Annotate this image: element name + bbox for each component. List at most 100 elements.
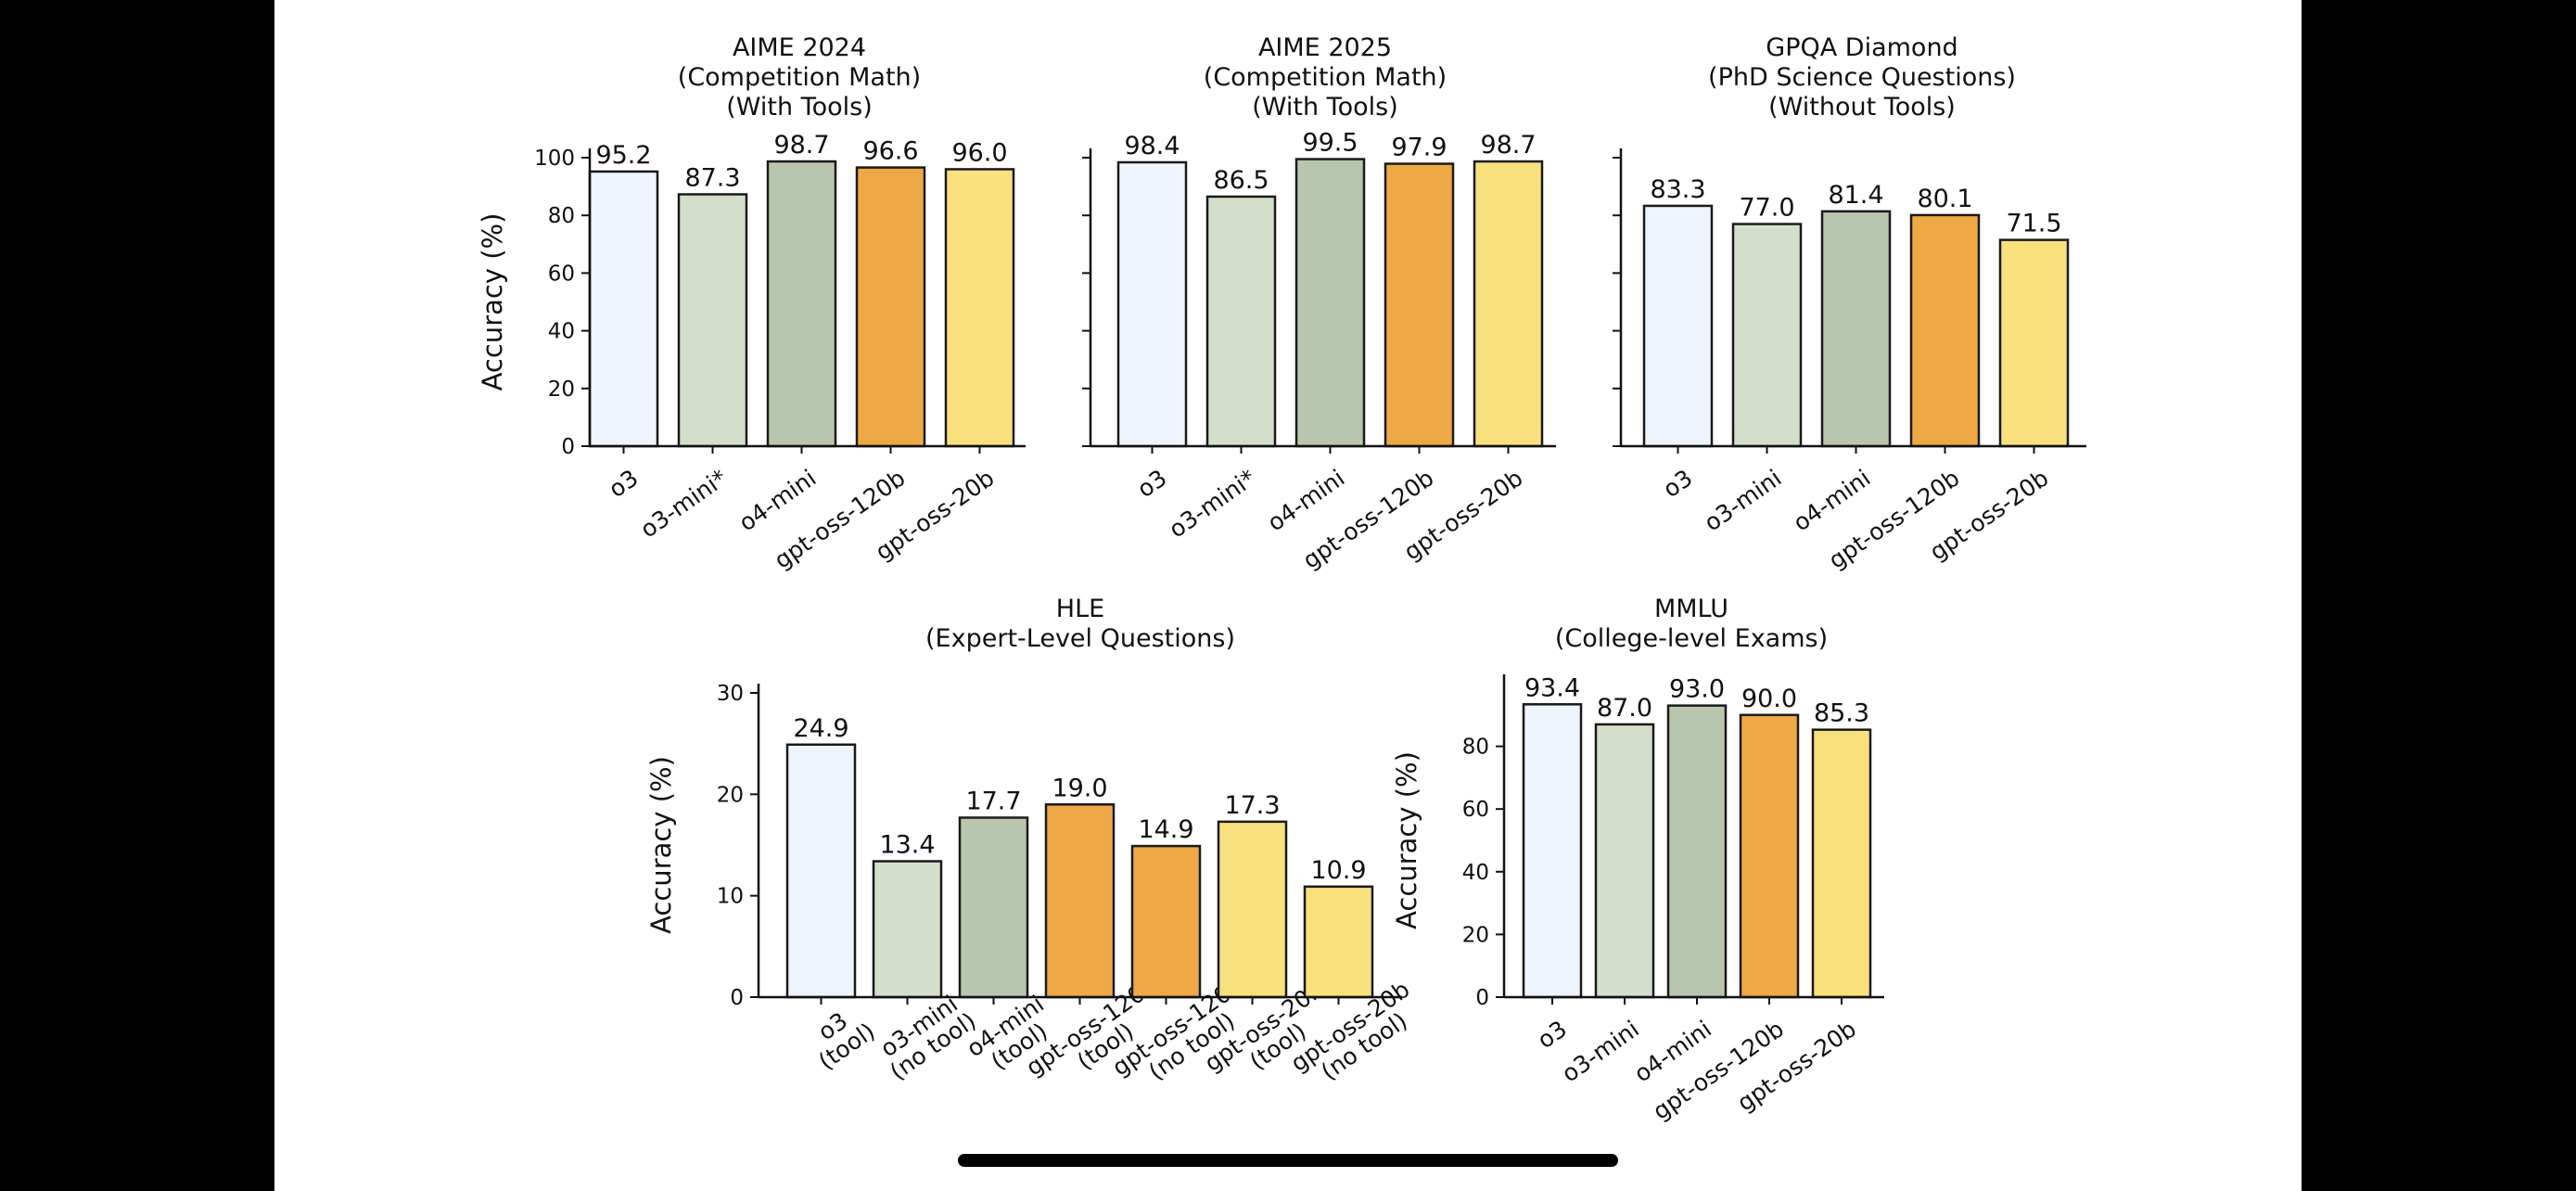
x-tick-label: o3(tool)	[799, 997, 879, 1075]
bar	[1739, 713, 1800, 999]
x-tick-label-line: o3	[604, 465, 643, 504]
chart-title-line: (With Tools)	[1252, 93, 1397, 122]
bar	[1130, 844, 1202, 999]
bar	[1522, 703, 1583, 999]
data-label: 98.4	[1124, 132, 1180, 160]
bar	[1666, 704, 1728, 999]
chart-title-line: (PhD Science Questions)	[1708, 63, 2016, 92]
bar	[785, 743, 857, 999]
data-label: 93.0	[1669, 675, 1725, 704]
bar	[1384, 162, 1455, 448]
data-label: 19.0	[1052, 774, 1107, 802]
chart-4: HLE(Expert-Level Questions) Accuracy (%) 0…	[645, 595, 1414, 1085]
y-tick-label: 0	[730, 986, 744, 1010]
bar	[677, 193, 748, 448]
y-tick-label: 20	[717, 783, 744, 807]
bar	[1731, 223, 1803, 448]
chart-title-line: GPQA Diamond	[1766, 33, 1958, 62]
data-label: 14.9	[1138, 815, 1193, 844]
chart-1: AIME 2024(Competition Math)(With Tools) A…	[477, 33, 1026, 574]
bar	[1116, 160, 1188, 448]
chart-title-line: (College-level Exams)	[1555, 624, 1828, 653]
x-tick-label-line: o3	[1658, 465, 1697, 504]
chart-title-line: (Expert-Level Questions)	[925, 624, 1235, 653]
x-tick-label: o3-mini(no tool)	[871, 987, 980, 1085]
y-tick-label: 40	[548, 320, 575, 344]
y-tick-label: 10	[717, 885, 744, 909]
x-tick-label: o3	[1132, 465, 1171, 504]
y-tick-label: 30	[717, 682, 744, 706]
bar	[944, 168, 1015, 448]
data-label: 77.0	[1739, 194, 1794, 223]
chart-3: GPQA Diamond(PhD Science Questions)(With…	[1613, 33, 2086, 574]
chart-title-line: (Without Tools)	[1768, 93, 1956, 122]
x-tick-label-line: o3	[1132, 465, 1171, 504]
data-label: 80.1	[1917, 185, 1972, 213]
y-tick-label: 40	[1462, 861, 1489, 885]
data-label: 85.3	[1814, 699, 1869, 728]
y-tick-label: 20	[1462, 923, 1489, 947]
bar	[1998, 238, 2070, 448]
x-tick-label-line: o3-mini*	[635, 465, 732, 544]
data-label: 95.2	[595, 141, 651, 170]
bar	[1811, 728, 1872, 999]
bar	[1205, 195, 1277, 448]
y-tick-label: 60	[1462, 798, 1489, 822]
data-label: 10.9	[1310, 856, 1366, 885]
data-label: 71.5	[2006, 210, 2061, 238]
x-tick-label: o3-mini*	[635, 465, 732, 544]
data-label: 81.4	[1828, 181, 1883, 210]
home-indicator[interactable]	[958, 1154, 1618, 1167]
data-label: 13.4	[879, 830, 935, 859]
x-tick-label: o3-mini	[1700, 465, 1787, 537]
y-axis-label: Accuracy (%)	[645, 756, 677, 934]
x-tick-label: o3-mini	[1557, 1016, 1644, 1088]
x-tick-label: o3	[1533, 1016, 1572, 1055]
y-tick-label: 60	[548, 262, 575, 286]
bar	[958, 816, 1029, 999]
bar	[588, 170, 659, 448]
bar	[1217, 820, 1288, 999]
y-tick-label: 80	[548, 204, 575, 228]
data-label: 97.9	[1391, 134, 1447, 162]
data-label: 86.5	[1213, 166, 1269, 195]
data-label: 87.3	[684, 163, 740, 192]
bar	[872, 860, 943, 999]
bar	[766, 160, 837, 448]
bar	[1594, 723, 1655, 999]
data-label: 98.7	[1480, 131, 1536, 160]
chart-title-line: (Competition Math)	[678, 63, 921, 92]
chart-title-line: MMLU	[1654, 595, 1728, 623]
y-axis-label: Accuracy (%)	[477, 213, 508, 391]
data-label: 98.7	[773, 131, 829, 160]
bar	[1473, 160, 1544, 448]
x-tick-label-line: o3-mini	[1700, 465, 1787, 537]
x-tick-label-line: o3-mini	[1557, 1016, 1644, 1088]
data-label: 96.6	[862, 137, 918, 166]
bar	[1642, 204, 1714, 448]
chart-title-line: AIME 2024	[733, 33, 866, 62]
chart-title-line: AIME 2025	[1258, 33, 1392, 62]
data-label: 24.9	[793, 714, 848, 743]
x-tick-label: o3	[604, 465, 643, 504]
bar	[1909, 213, 1981, 448]
bar	[1303, 885, 1374, 999]
bar	[1820, 210, 1892, 448]
data-label: 96.0	[951, 138, 1007, 167]
y-tick-label: 0	[561, 435, 575, 459]
x-tick-label: o3-mini*	[1164, 465, 1260, 544]
y-tick-label: 0	[1475, 986, 1489, 1010]
bar	[1044, 803, 1116, 999]
chart-title-line: (Competition Math)	[1204, 63, 1447, 92]
data-label: 93.4	[1524, 673, 1580, 702]
x-tick-label-line: o3	[1533, 1016, 1572, 1055]
data-label: 17.7	[965, 787, 1021, 815]
y-tick-label: 80	[1462, 736, 1489, 760]
x-tick-label-line: o3-mini*	[1164, 465, 1260, 544]
data-label: 83.3	[1650, 175, 1705, 204]
data-label: 17.3	[1224, 791, 1280, 820]
bar	[855, 166, 926, 448]
data-label: 99.5	[1302, 129, 1358, 158]
x-tick-label: o3	[1658, 465, 1697, 504]
